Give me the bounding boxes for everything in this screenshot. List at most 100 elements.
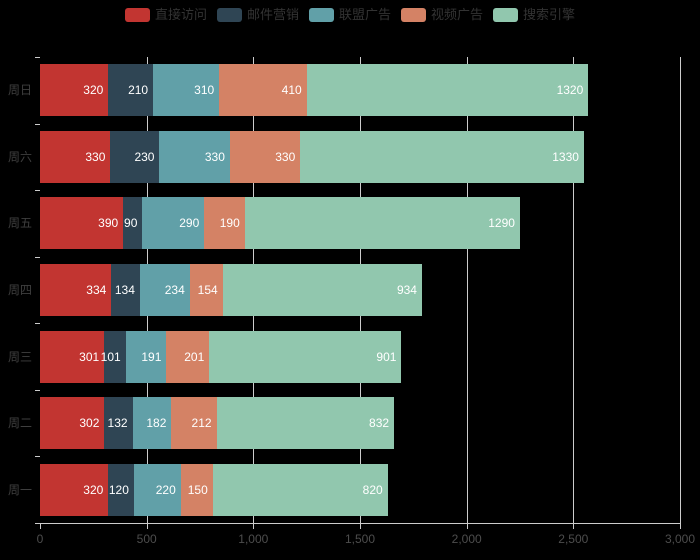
bar-segment-direct-visit[interactable]: 302 <box>40 397 105 450</box>
y-axis-tick <box>35 256 40 258</box>
x-axis-tick <box>360 524 361 529</box>
bar-segment-affiliate-ads[interactable]: 290 <box>142 197 205 250</box>
x-axis-label: 1,500 <box>344 532 376 546</box>
legend-item-affiliate-ads[interactable]: 联盟广告 <box>308 7 391 22</box>
legend-item-search-engine[interactable]: 搜索引擎 <box>493 8 575 22</box>
gridline <box>680 57 681 523</box>
bar-value-label: 330 <box>204 149 225 164</box>
bar-segment-search-engine[interactable]: 901 <box>209 330 402 383</box>
bar-value-label: 132 <box>107 416 128 431</box>
bar-value-label: 820 <box>362 482 383 497</box>
legend-label: 联盟广告 <box>338 7 391 22</box>
bar-value-label: 230 <box>134 149 155 164</box>
bar-row: 390 90 290 190 1290 <box>40 197 520 250</box>
bar-value-label: 154 <box>197 283 218 297</box>
bar-value-label: 101 <box>100 349 121 364</box>
bar-segment-affiliate-ads[interactable]: 330 <box>159 130 230 183</box>
bar-segment-affiliate-ads[interactable]: 234 <box>139 264 190 316</box>
bar-value-label: 210 <box>128 83 149 98</box>
bar-value-label: 330 <box>85 149 106 164</box>
bar-segment-email-marketing[interactable]: 90 <box>123 197 143 250</box>
legend-swatch-email-marketing-icon <box>216 8 242 22</box>
bar-segment-video-ads[interactable]: 410 <box>219 64 307 117</box>
bar-segment-affiliate-ads[interactable]: 191 <box>125 330 167 383</box>
bar-segment-search-engine[interactable]: 934 <box>222 264 422 316</box>
x-axis-label: 500 <box>136 532 157 546</box>
y-axis-label: 周一 <box>7 482 32 497</box>
bar-value-label: 310 <box>194 83 215 98</box>
legend-label: 搜索引擎 <box>523 7 576 22</box>
bar-value-label: 901 <box>376 349 397 364</box>
bar-segment-affiliate-ads[interactable]: 310 <box>153 64 220 117</box>
gridline <box>573 57 575 523</box>
bar-segment-video-ads[interactable]: 212 <box>171 397 217 450</box>
bar-row: 301 101 191 201 901 <box>40 330 402 383</box>
x-axis-label: 1,000 <box>238 532 269 546</box>
bar-value-label: 330 <box>275 149 296 164</box>
bar-value-label: 182 <box>146 416 167 431</box>
x-axis-tick <box>253 524 255 529</box>
bar-segment-direct-visit[interactable]: 330 <box>40 130 111 183</box>
y-axis-tick <box>35 456 40 458</box>
legend-item-email-marketing[interactable]: 邮件营销 <box>216 8 299 22</box>
x-axis-tick <box>466 524 468 529</box>
bar-segment-email-marketing[interactable]: 120 <box>108 463 134 516</box>
x-axis-tick <box>573 524 575 529</box>
x-axis-line <box>40 523 681 524</box>
bar-segment-video-ads[interactable]: 150 <box>180 463 213 516</box>
bar-segment-email-marketing[interactable]: 132 <box>104 397 133 450</box>
bar-segment-video-ads[interactable]: 201 <box>166 330 210 383</box>
bar-segment-affiliate-ads[interactable]: 220 <box>133 463 181 516</box>
x-axis-label: 3,000 <box>664 532 696 546</box>
bar-segment-search-engine[interactable]: 1290 <box>244 197 520 250</box>
legend-item-video-ads[interactable]: 视频广告 <box>401 8 483 22</box>
bar-segment-email-marketing[interactable]: 101 <box>100 330 126 383</box>
y-axis-label: 周日 <box>7 83 32 98</box>
bar-value-label: 150 <box>187 482 208 497</box>
bar-segment-direct-visit[interactable]: 390 <box>40 197 124 250</box>
bar-value-label: 934 <box>396 283 417 297</box>
bar-segment-video-ads[interactable]: 190 <box>204 197 245 250</box>
bar-segment-video-ads[interactable]: 330 <box>229 130 301 183</box>
bar-segment-email-marketing[interactable]: 230 <box>110 130 160 183</box>
legend-swatch-affiliate-ads-icon <box>308 8 334 22</box>
bar-segment-affiliate-ads[interactable]: 182 <box>132 397 172 450</box>
y-axis-label: 周四 <box>7 283 32 297</box>
y-axis-tick <box>35 190 40 192</box>
legend: 直接访问 邮件营销 联盟广告 视频广告 搜索引擎 <box>0 8 700 22</box>
bar-row: 330 230 330 330 1330 <box>40 130 584 183</box>
bar-value-label: 220 <box>155 482 176 497</box>
bar-segment-video-ads[interactable]: 154 <box>189 264 223 316</box>
x-axis-label: 0 <box>36 532 44 546</box>
bar-segment-search-engine[interactable]: 820 <box>212 463 388 516</box>
y-axis-label: 周三 <box>7 349 32 364</box>
y-axis-label: 周六 <box>7 149 32 164</box>
bar-value-label: 832 <box>369 416 390 431</box>
bar-segment-email-marketing[interactable]: 210 <box>108 64 154 117</box>
bar-value-label: 90 <box>124 216 138 231</box>
bar-segment-search-engine[interactable]: 832 <box>216 397 395 450</box>
x-axis-label: 2,000 <box>451 532 482 546</box>
bar-segment-search-engine[interactable]: 1330 <box>300 130 584 183</box>
bar-segment-email-marketing[interactable]: 134 <box>111 264 140 316</box>
bar-segment-search-engine[interactable]: 1320 <box>306 64 589 117</box>
bar-value-label: 1290 <box>488 216 515 231</box>
bar-value-label: 1330 <box>552 149 579 164</box>
bar-value-label: 390 <box>98 216 119 231</box>
bar-value-label: 320 <box>83 83 104 98</box>
legend-item-direct-visit[interactable]: 直接访问 <box>124 7 207 22</box>
gridline <box>466 57 468 523</box>
bar-row: 320 210 310 410 1320 <box>40 64 589 117</box>
bar-segment-direct-visit[interactable]: 301 <box>40 330 105 383</box>
bar-segment-direct-visit[interactable]: 320 <box>40 463 109 516</box>
bar-value-label: 191 <box>141 349 162 364</box>
bar-row: 302 132 182 212 832 <box>40 397 395 450</box>
legend-label: 直接访问 <box>154 7 207 22</box>
y-axis-tick <box>35 57 40 58</box>
bar-value-label: 290 <box>179 216 200 231</box>
bar-segment-direct-visit[interactable]: 320 <box>40 64 109 117</box>
bar-segment-direct-visit[interactable]: 334 <box>40 264 112 316</box>
bar-value-label: 410 <box>281 83 302 98</box>
bar-value-label: 134 <box>114 283 135 297</box>
